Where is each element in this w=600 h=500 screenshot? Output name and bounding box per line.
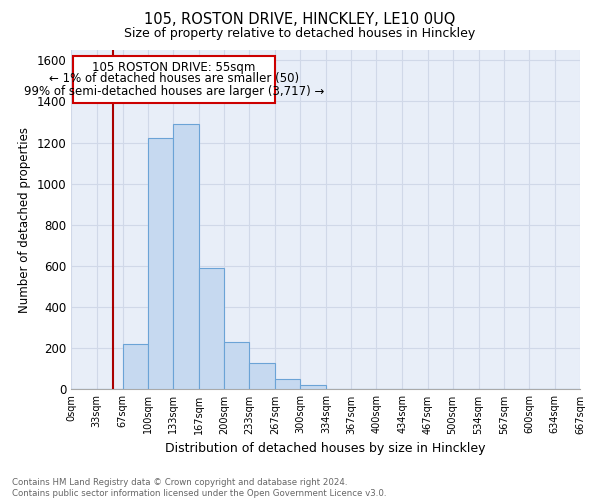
Bar: [199, 268, 224, 390]
Text: 105, ROSTON DRIVE, HINCKLEY, LE10 0UQ: 105, ROSTON DRIVE, HINCKLEY, LE10 0UQ: [145, 12, 455, 28]
Bar: [300, 386, 326, 390]
Bar: [148, 138, 173, 390]
X-axis label: Distribution of detached houses by size in Hinckley: Distribution of detached houses by size …: [166, 442, 486, 455]
FancyBboxPatch shape: [73, 56, 275, 104]
Bar: [173, 124, 199, 390]
Y-axis label: Number of detached properties: Number of detached properties: [18, 126, 31, 312]
Text: 99% of semi-detached houses are larger (3,717) →: 99% of semi-detached houses are larger (…: [24, 84, 324, 98]
Bar: [275, 379, 300, 390]
Text: ← 1% of detached houses are smaller (50): ← 1% of detached houses are smaller (50): [49, 72, 299, 86]
Bar: [224, 342, 249, 390]
Text: Size of property relative to detached houses in Hinckley: Size of property relative to detached ho…: [124, 28, 476, 40]
Bar: [122, 344, 148, 390]
Text: Contains HM Land Registry data © Crown copyright and database right 2024.
Contai: Contains HM Land Registry data © Crown c…: [12, 478, 386, 498]
Bar: [249, 362, 275, 390]
Text: 105 ROSTON DRIVE: 55sqm: 105 ROSTON DRIVE: 55sqm: [92, 61, 256, 74]
